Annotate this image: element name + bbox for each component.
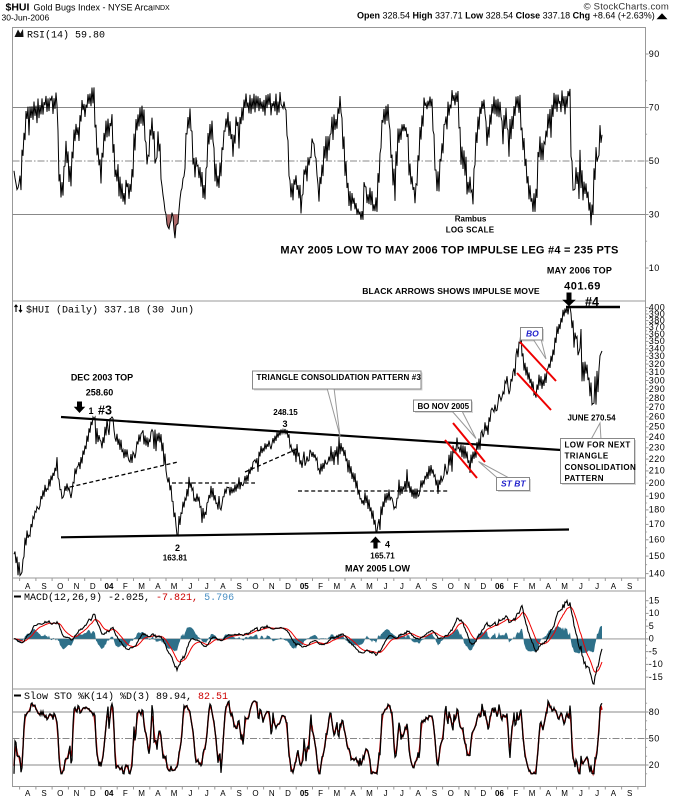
- svg-text:TRIANGLE: TRIANGLE: [565, 452, 609, 461]
- svg-text:270: 270: [649, 402, 666, 412]
- svg-text:180: 180: [649, 505, 666, 515]
- svg-text:280: 280: [649, 393, 666, 403]
- svg-text:290: 290: [649, 384, 666, 394]
- svg-text:BO NOV 2005: BO NOV 2005: [418, 402, 470, 411]
- svg-text:160: 160: [649, 535, 666, 545]
- svg-text:30-Jun-2006: 30-Jun-2006: [2, 13, 50, 23]
- svg-text:PATTERN: PATTERN: [565, 474, 604, 483]
- svg-text:258.60: 258.60: [86, 388, 114, 398]
- svg-text:0: 0: [649, 634, 655, 644]
- svg-text:-10: -10: [649, 659, 664, 669]
- svg-text:Slow STO %K(14) %D(3) 89.94, 8: Slow STO %K(14) %D(3) 89.94, 82.51: [24, 691, 228, 703]
- svg-text:BLACK ARROWS SHOWS IMPULSE MOV: BLACK ARROWS SHOWS IMPULSE MOVE: [362, 286, 540, 296]
- svg-text:#4: #4: [585, 295, 599, 309]
- svg-text:90: 90: [649, 49, 660, 59]
- svg-text:320: 320: [649, 359, 666, 369]
- svg-text:$HUI (Daily) 337.18 (30 Jun): $HUI (Daily) 337.18 (30 Jun): [26, 305, 194, 317]
- svg-text:260: 260: [649, 412, 666, 422]
- svg-text:BO: BO: [526, 329, 539, 339]
- svg-text:330: 330: [649, 351, 666, 361]
- svg-text:© StockCharts.com: © StockCharts.com: [584, 2, 669, 13]
- svg-text:ST BT: ST BT: [501, 479, 526, 489]
- svg-text:400: 400: [649, 302, 666, 312]
- svg-text:MACD(12,26,9) -2.025, -7.821,: MACD(12,26,9) -2.025, -7.821, 5.796: [24, 592, 234, 604]
- svg-text:163.81: 163.81: [163, 554, 188, 563]
- svg-text:JUNE 270.54: JUNE 270.54: [567, 413, 616, 422]
- svg-text:LOW FOR NEXT: LOW FOR NEXT: [565, 441, 631, 450]
- svg-text:220: 220: [649, 454, 666, 464]
- svg-text:165.71: 165.71: [370, 552, 395, 561]
- svg-text:50: 50: [649, 156, 660, 166]
- svg-text:3: 3: [282, 419, 287, 429]
- svg-text:210: 210: [649, 466, 666, 476]
- svg-text:230: 230: [649, 443, 666, 453]
- svg-text:-15: -15: [649, 672, 664, 682]
- svg-text:15: 15: [649, 596, 660, 606]
- svg-text:TRIANGLE CONSOLIDATION PATTERN: TRIANGLE CONSOLIDATION PATTERN #3: [257, 373, 422, 382]
- svg-text:340: 340: [649, 344, 666, 354]
- svg-text:#3: #3: [98, 404, 112, 418]
- svg-text:150: 150: [649, 551, 666, 561]
- svg-text:20: 20: [649, 760, 660, 770]
- svg-text:80: 80: [649, 707, 660, 717]
- svg-text:140: 140: [649, 568, 666, 578]
- svg-text:Gold Bugs Index - NYSE Arca: Gold Bugs Index - NYSE Arca: [34, 3, 154, 13]
- svg-text:2: 2: [175, 543, 180, 553]
- svg-text:-5: -5: [649, 646, 658, 656]
- svg-text:LOG SCALE: LOG SCALE: [446, 226, 495, 235]
- svg-text:CONSOLIDATION: CONSOLIDATION: [565, 463, 637, 472]
- svg-text:4: 4: [385, 540, 390, 550]
- svg-text:380: 380: [649, 315, 666, 325]
- svg-text:RSI(14) 59.80: RSI(14) 59.80: [27, 30, 105, 42]
- svg-text:DEC 2003 TOP: DEC 2003 TOP: [71, 373, 133, 383]
- svg-text:MAY 2005 LOW: MAY 2005 LOW: [345, 564, 411, 574]
- svg-text:$HUI: $HUI: [6, 2, 30, 14]
- svg-text:MAY 2005 LOW TO MAY 2006 TOP I: MAY 2005 LOW TO MAY 2006 TOP IMPULSE LEG…: [280, 245, 618, 257]
- svg-text:INDX: INDX: [153, 5, 170, 12]
- svg-text:1: 1: [89, 406, 94, 416]
- svg-text:50: 50: [649, 733, 660, 743]
- svg-text:Open 328.54 High 337.71 Low 32: Open 328.54 High 337.71 Low 328.54 Close…: [357, 11, 655, 21]
- svg-text:350: 350: [649, 336, 666, 346]
- svg-text:240: 240: [649, 432, 666, 442]
- svg-text:190: 190: [649, 491, 666, 501]
- svg-text:370: 370: [649, 322, 666, 332]
- svg-text:MAY 2006 TOP: MAY 2006 TOP: [547, 266, 612, 276]
- svg-text:300: 300: [649, 375, 666, 385]
- svg-text:10: 10: [649, 608, 660, 618]
- svg-text:248.15: 248.15: [273, 408, 298, 417]
- svg-text:10: 10: [649, 263, 660, 273]
- svg-text:401.69: 401.69: [564, 281, 601, 293]
- svg-text:Rambus: Rambus: [455, 215, 487, 224]
- svg-text:310: 310: [649, 367, 666, 377]
- svg-text:250: 250: [649, 422, 666, 432]
- svg-text:5: 5: [649, 621, 655, 631]
- svg-text:70: 70: [649, 102, 660, 112]
- svg-text:360: 360: [649, 329, 666, 339]
- svg-text:200: 200: [649, 478, 666, 488]
- svg-text:30: 30: [649, 209, 660, 219]
- svg-text:170: 170: [649, 519, 666, 529]
- svg-text:390: 390: [649, 309, 666, 319]
